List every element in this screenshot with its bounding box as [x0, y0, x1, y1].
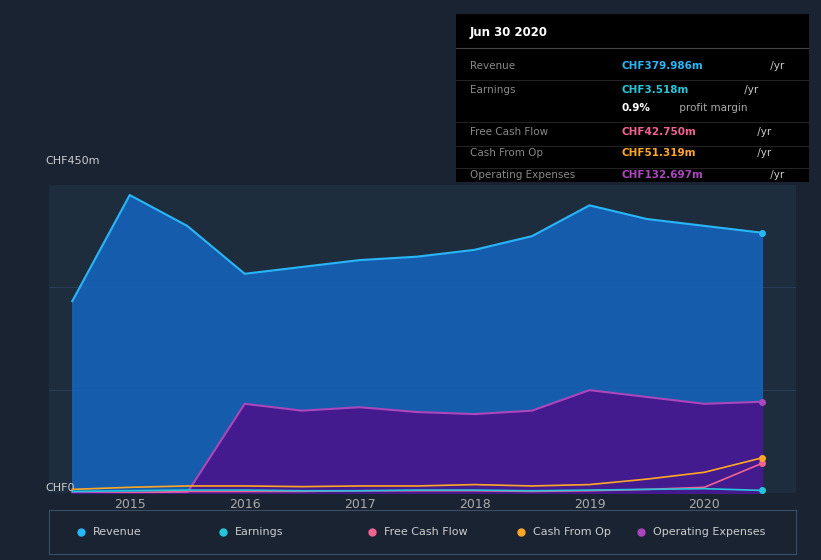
Text: CHF379.986m: CHF379.986m — [621, 61, 704, 71]
Text: Free Cash Flow: Free Cash Flow — [384, 527, 468, 537]
Text: Cash From Op: Cash From Op — [470, 148, 543, 158]
Text: /yr: /yr — [767, 61, 784, 71]
Text: Cash From Op: Cash From Op — [534, 527, 612, 537]
Text: Operating Expenses: Operating Expenses — [470, 170, 575, 180]
Text: Revenue: Revenue — [470, 61, 515, 71]
Text: Free Cash Flow: Free Cash Flow — [470, 127, 548, 137]
Text: CHF3.518m: CHF3.518m — [621, 85, 689, 95]
Text: /yr: /yr — [741, 85, 758, 95]
Text: CHF450m: CHF450m — [45, 156, 100, 166]
Text: 0.9%: 0.9% — [621, 103, 650, 113]
Text: Revenue: Revenue — [93, 527, 141, 537]
Text: /yr: /yr — [754, 148, 771, 158]
Text: Operating Expenses: Operating Expenses — [653, 527, 765, 537]
Text: Jun 30 2020: Jun 30 2020 — [470, 26, 548, 39]
Text: Earnings: Earnings — [470, 85, 516, 95]
Text: /yr: /yr — [754, 127, 771, 137]
Text: CHF51.319m: CHF51.319m — [621, 148, 696, 158]
Text: profit margin: profit margin — [676, 103, 747, 113]
Text: CHF42.750m: CHF42.750m — [621, 127, 696, 137]
Text: /yr: /yr — [767, 170, 784, 180]
Text: CHF132.697m: CHF132.697m — [621, 170, 704, 180]
Text: CHF0: CHF0 — [45, 483, 75, 493]
Text: Earnings: Earnings — [235, 527, 283, 537]
